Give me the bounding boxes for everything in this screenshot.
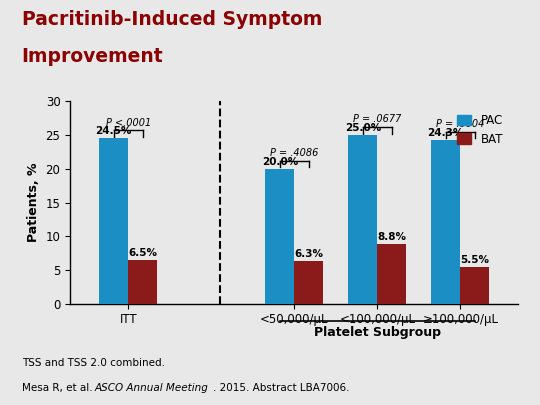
Text: Platelet Subgroup: Platelet Subgroup (314, 326, 441, 339)
Text: 6.3%: 6.3% (294, 249, 323, 259)
Text: P = .0004: P = .0004 (436, 119, 484, 129)
Y-axis label: Patients, %: Patients, % (27, 163, 40, 242)
Text: Mesa R, et al.: Mesa R, et al. (22, 383, 96, 393)
Bar (431, 140, 460, 304)
Bar (99, 139, 129, 304)
Bar (294, 261, 323, 304)
Text: ASCO Annual Meeting: ASCO Annual Meeting (94, 383, 208, 393)
Text: TSS and TSS 2.0 combined.: TSS and TSS 2.0 combined. (22, 358, 165, 369)
Text: 5.5%: 5.5% (460, 255, 489, 264)
Text: 25.0%: 25.0% (345, 123, 381, 133)
Text: 24.5%: 24.5% (96, 126, 132, 136)
Text: . 2015. Abstract LBA7006.: . 2015. Abstract LBA7006. (213, 383, 350, 393)
Text: 8.8%: 8.8% (377, 232, 406, 242)
Bar (129, 260, 157, 304)
Bar (460, 266, 489, 304)
Text: 6.5%: 6.5% (129, 248, 157, 258)
Bar (377, 244, 407, 304)
Text: 20.0%: 20.0% (262, 157, 298, 167)
Text: P = .0677: P = .0677 (353, 114, 401, 124)
Text: 24.3%: 24.3% (428, 128, 464, 138)
Text: P = .4086: P = .4086 (270, 148, 319, 158)
Bar (265, 169, 294, 304)
Bar (348, 135, 377, 304)
Text: P <.0001: P <.0001 (106, 117, 151, 128)
Text: Improvement: Improvement (22, 47, 163, 66)
Legend: PAC, BAT: PAC, BAT (453, 109, 508, 151)
Text: Pacritinib-Induced Symptom: Pacritinib-Induced Symptom (22, 10, 322, 29)
